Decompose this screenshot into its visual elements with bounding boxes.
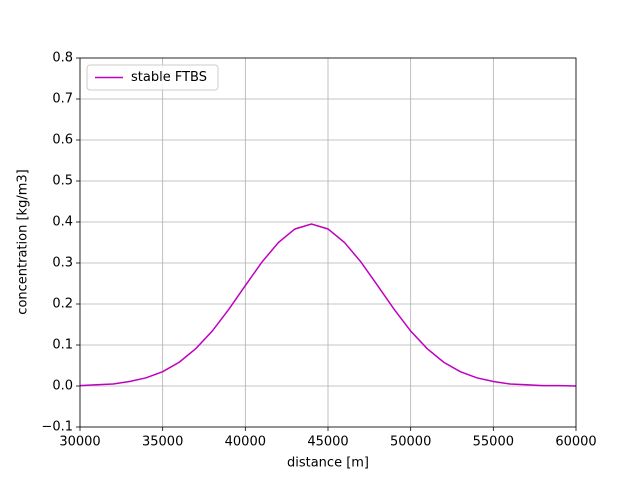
line (79, 223, 577, 387)
y-tick-label: 0.4 (52, 215, 73, 230)
y-tick-label: −0.1 (41, 420, 73, 435)
y-tick-label: 0.2 (52, 297, 73, 312)
y-tick-label: 0.5 (52, 174, 73, 189)
x-tick-label: 50000 (390, 435, 431, 450)
y-tick-label: 0.7 (52, 92, 73, 107)
y-axis-label: concentration [kg/m3] (16, 169, 31, 314)
y-tick-label: 0.8 (52, 51, 73, 66)
y-tick-label: 0.1 (52, 338, 73, 353)
legend-label: stable FTBS (131, 70, 207, 85)
y-tick-label: 0.6 (52, 133, 73, 148)
legend-box (86, 64, 219, 91)
y-tick-label: 0.0 (52, 379, 73, 394)
x-tick-label: 55000 (473, 435, 514, 450)
x-tick-label: 40000 (225, 435, 266, 450)
x-tick-label: 45000 (307, 435, 348, 450)
x-tick-label: 60000 (555, 435, 596, 450)
x-tick-label: 30000 (59, 435, 100, 450)
x-axis-label: distance [m] (287, 456, 369, 471)
y-tick-label: 0.3 (52, 256, 73, 271)
x-tick-label: 35000 (142, 435, 183, 450)
plot-frame (79, 57, 577, 428)
